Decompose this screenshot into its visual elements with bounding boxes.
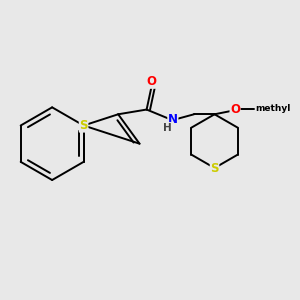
Text: S: S: [80, 119, 88, 132]
Text: N: N: [168, 112, 178, 125]
Text: H: H: [164, 123, 172, 133]
Text: O: O: [146, 75, 156, 88]
Text: O: O: [230, 103, 240, 116]
Text: methyl: methyl: [256, 104, 291, 113]
Text: S: S: [210, 161, 219, 175]
